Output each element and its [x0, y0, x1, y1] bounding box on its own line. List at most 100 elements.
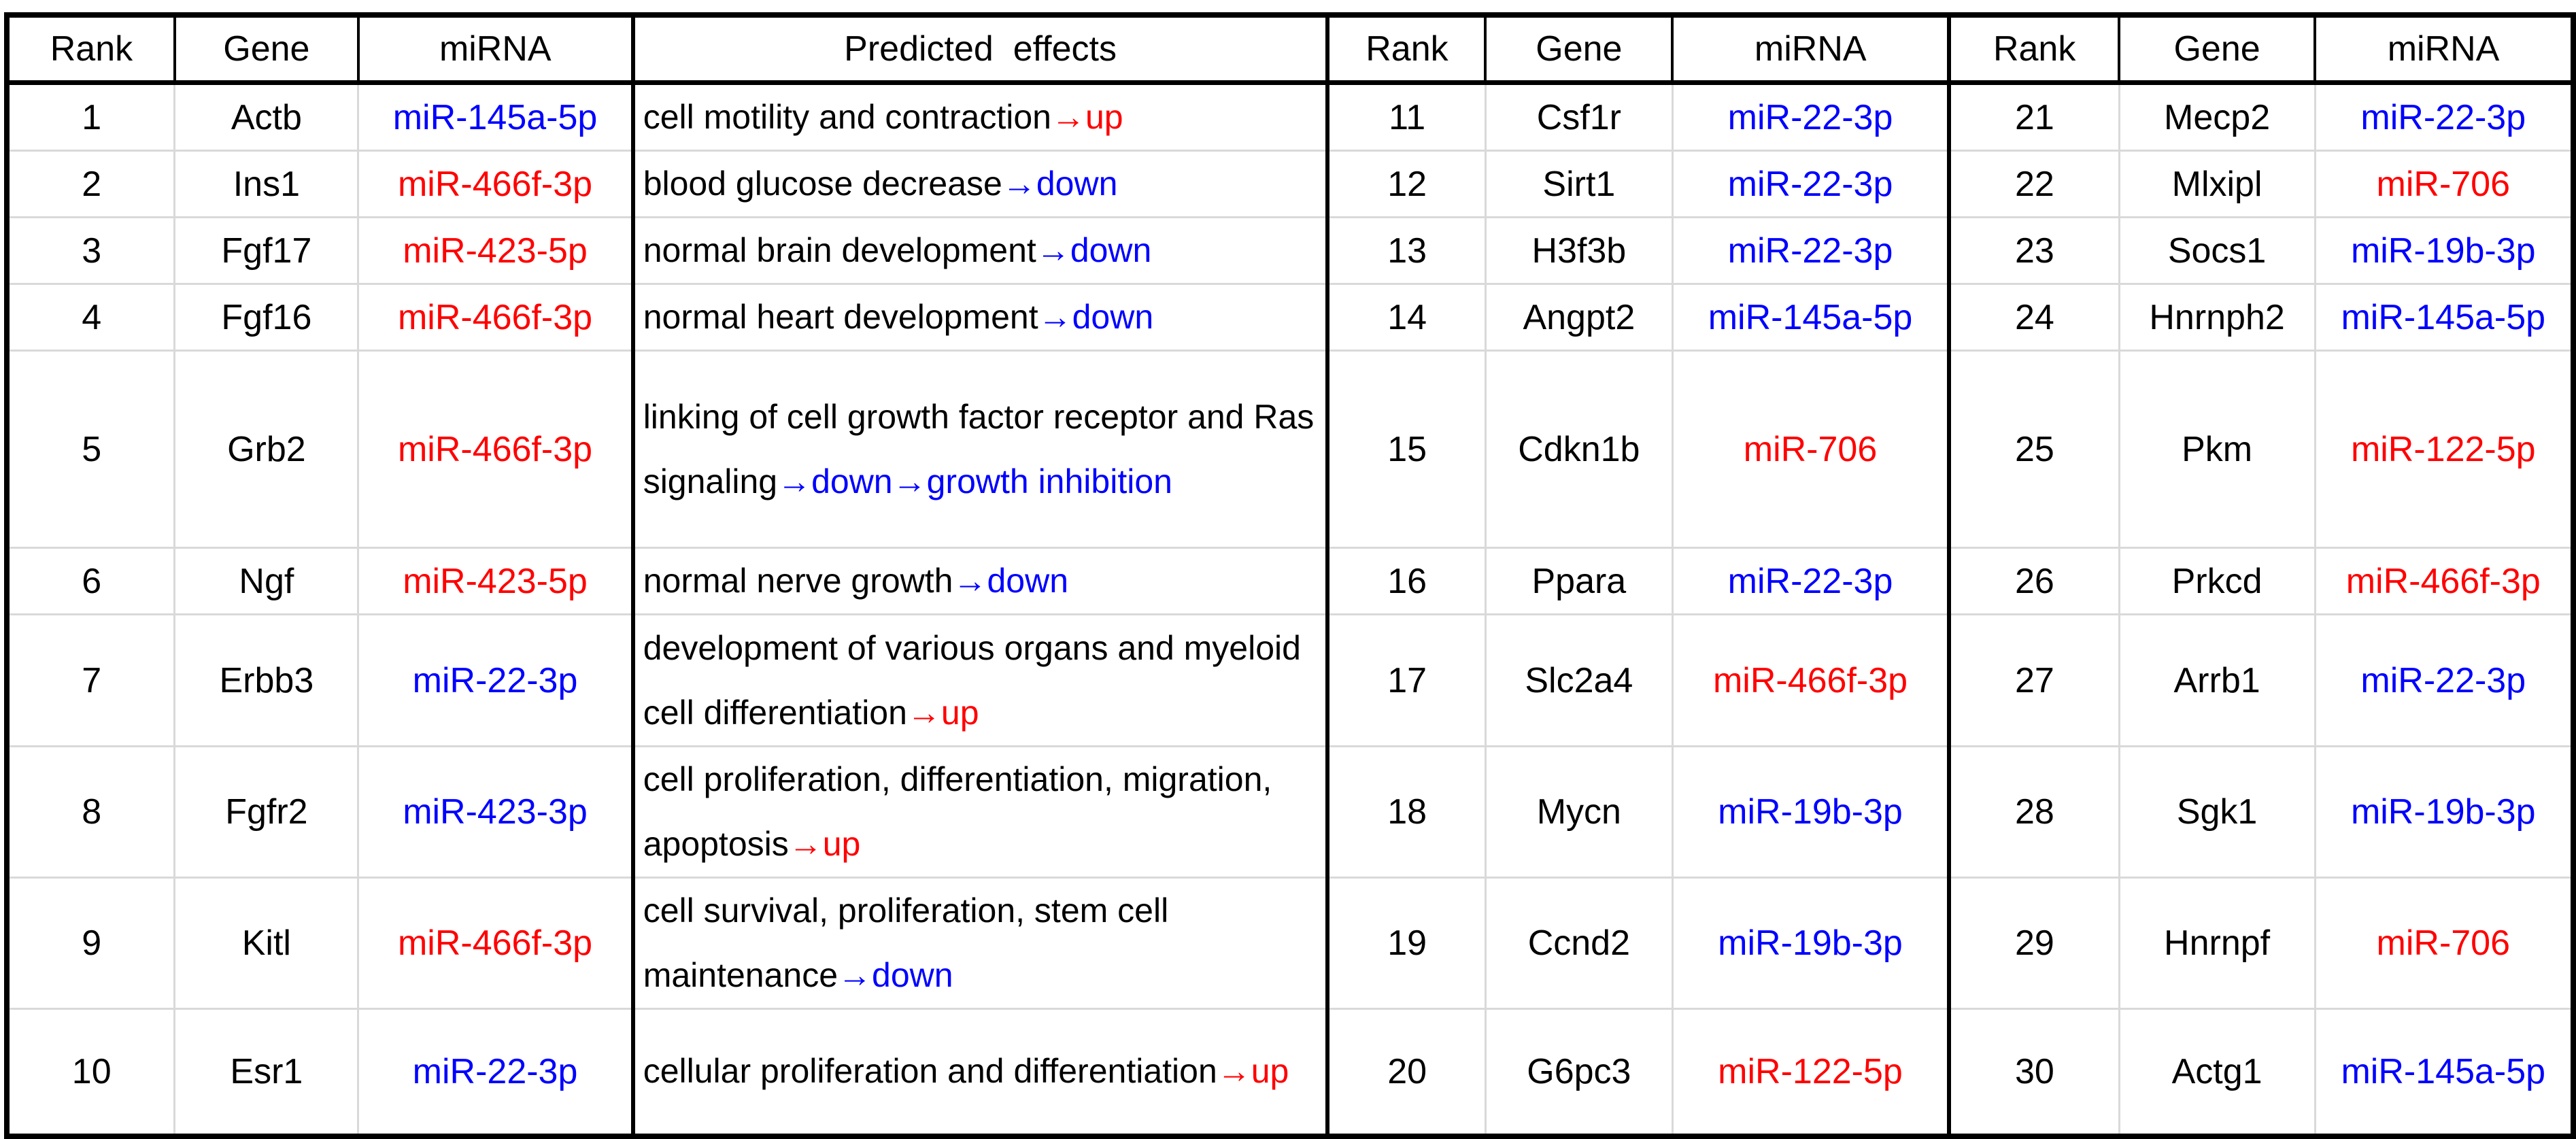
header-gene-2: Gene [1484, 14, 1674, 85]
effect-result: →down [953, 562, 1068, 600]
header-gene-1: Gene [173, 14, 360, 85]
effect-cell: normal brain development→down [632, 216, 1330, 285]
mirna-cell: miR-423-5p [357, 216, 635, 285]
effect-text: cellular proliferation and differentiati… [643, 1052, 1217, 1091]
effect-cell: cell proliferation, differentiation, mig… [632, 745, 1330, 879]
gene-cell: Ppara [1484, 547, 1674, 615]
header-row: Rank Gene miRNA Predicted effects Rank G… [5, 14, 2575, 85]
mirna-cell: miR-145a-5p [357, 82, 635, 152]
table-row: 3 Fgf17 miR-423-5p normal brain developm… [5, 216, 2575, 285]
mirna-cell: miR-466f-3p [357, 150, 635, 218]
rank-cell: 22 [1948, 150, 2120, 218]
gene-cell: Hnrnpf [2118, 877, 2316, 1010]
mirna-cell: miR-423-3p [357, 745, 635, 879]
gene-cell: Grb2 [173, 350, 360, 549]
gene-cell: Actb [173, 82, 360, 152]
rank-cell: 30 [1948, 1008, 2120, 1137]
rank-cell: 29 [1948, 877, 2120, 1010]
gene-cell: Csf1r [1484, 82, 1674, 152]
mirna-target-table: Rank Gene miRNA Predicted effects Rank G… [4, 12, 2576, 1139]
mirna-cell: miR-423-5p [357, 547, 635, 615]
table-row: 8 Fgfr2 miR-423-3p cell proliferation, d… [5, 745, 2575, 879]
effect-cell: normal nerve growth→down [632, 547, 1330, 615]
rank-cell: 2 [5, 150, 176, 218]
rank-cell: 24 [1948, 283, 2120, 352]
mirna-cell: miR-466f-3p [2314, 547, 2575, 615]
gene-cell: Socs1 [2118, 216, 2316, 285]
gene-cell: Hnrnph2 [2118, 283, 2316, 352]
gene-cell: Ins1 [173, 150, 360, 218]
effect-text: development of various organs and myeloi… [643, 628, 1301, 732]
rank-cell: 4 [5, 283, 176, 352]
effect-text: normal heart development [643, 298, 1038, 336]
gene-cell: Sgk1 [2118, 745, 2316, 879]
gene-cell: Actg1 [2118, 1008, 2316, 1137]
rank-cell: 18 [1326, 745, 1487, 879]
gene-cell: Fgf16 [173, 283, 360, 352]
mirna-cell: miR-122-5p [2314, 350, 2575, 549]
mirna-cell: miR-22-3p [357, 1008, 635, 1137]
mirna-cell: miR-19b-3p [1671, 745, 1952, 879]
gene-cell: Fgf17 [173, 216, 360, 285]
rank-cell: 16 [1326, 547, 1487, 615]
mirna-cell: miR-19b-3p [2314, 216, 2575, 285]
mirna-cell: miR-145a-5p [2314, 1008, 2575, 1137]
gene-cell: Ccnd2 [1484, 877, 1674, 1010]
mirna-cell: miR-145a-5p [2314, 283, 2575, 352]
gene-cell: Slc2a4 [1484, 613, 1674, 747]
rank-cell: 1 [5, 82, 176, 152]
mirna-cell: miR-706 [2314, 877, 2575, 1010]
effect-result: →up [1217, 1052, 1289, 1091]
rank-cell: 21 [1948, 82, 2120, 152]
header-rank-1: Rank [5, 14, 176, 85]
table-row: 4 Fgf16 miR-466f-3p normal heart develop… [5, 283, 2575, 352]
table-row: 9 Kitl miR-466f-3p cell survival, prolif… [5, 877, 2575, 1010]
effect-cell: cell survival, proliferation, stem cell … [632, 877, 1330, 1010]
gene-cell: Mecp2 [2118, 82, 2316, 152]
mirna-cell: miR-22-3p [1671, 547, 1952, 615]
rank-cell: 15 [1326, 350, 1487, 549]
gene-cell: Pkm [2118, 350, 2316, 549]
header-predicted-effects: Predicted effects [631, 14, 1330, 85]
table-row: 6 Ngf miR-423-5p normal nerve growth→dow… [5, 547, 2575, 615]
mirna-cell: miR-706 [2314, 150, 2575, 218]
mirna-cell: miR-22-3p [357, 613, 635, 747]
gene-cell: G6pc3 [1484, 1008, 1674, 1137]
rank-cell: 3 [5, 216, 176, 285]
mirna-cell: miR-466f-3p [357, 877, 635, 1010]
rank-cell: 13 [1326, 216, 1487, 285]
effect-result: →down [1036, 231, 1152, 269]
rank-cell: 19 [1326, 877, 1487, 1010]
effect-result: →down [838, 956, 953, 994]
rank-cell: 17 [1326, 613, 1487, 747]
effect-result: →up [788, 825, 861, 863]
header-gene-3: Gene [2118, 14, 2317, 85]
table-row: 5 Grb2 miR-466f-3p linking of cell growt… [5, 350, 2575, 549]
header-mirna-1: miRNA [356, 14, 635, 85]
gene-cell: Esr1 [173, 1008, 360, 1137]
gene-cell: Kitl [173, 877, 360, 1010]
effect-result: →up [1051, 98, 1123, 136]
rank-cell: 14 [1326, 283, 1487, 352]
rank-cell: 20 [1326, 1008, 1487, 1137]
header-mirna-2: miRNA [1671, 14, 1952, 85]
gene-cell: Angpt2 [1484, 283, 1674, 352]
rank-cell: 12 [1326, 150, 1487, 218]
header-rank-3: Rank [1948, 14, 2121, 85]
rank-cell: 27 [1948, 613, 2120, 747]
rank-cell: 23 [1948, 216, 2120, 285]
header-mirna-3: miRNA [2314, 14, 2575, 85]
rank-cell: 6 [5, 547, 176, 615]
table-row: 10 Esr1 miR-22-3p cellular proliferation… [5, 1008, 2575, 1137]
table-row: 1 Actb miR-145a-5p cell motility and con… [5, 82, 2575, 152]
gene-cell: Fgfr2 [173, 745, 360, 879]
mirna-cell: miR-22-3p [2314, 82, 2575, 152]
effect-text: normal nerve growth [643, 562, 953, 600]
table-row: 2 Ins1 miR-466f-3p blood glucose decreas… [5, 150, 2575, 218]
gene-cell: Arrb1 [2118, 613, 2316, 747]
rank-cell: 28 [1948, 745, 2120, 879]
effect-cell: linking of cell growth factor receptor a… [632, 350, 1330, 549]
rank-cell: 5 [5, 350, 176, 549]
effect-cell: cell motility and contraction→up [632, 82, 1330, 152]
effect-text: cell proliferation, differentiation, mig… [643, 760, 1272, 863]
